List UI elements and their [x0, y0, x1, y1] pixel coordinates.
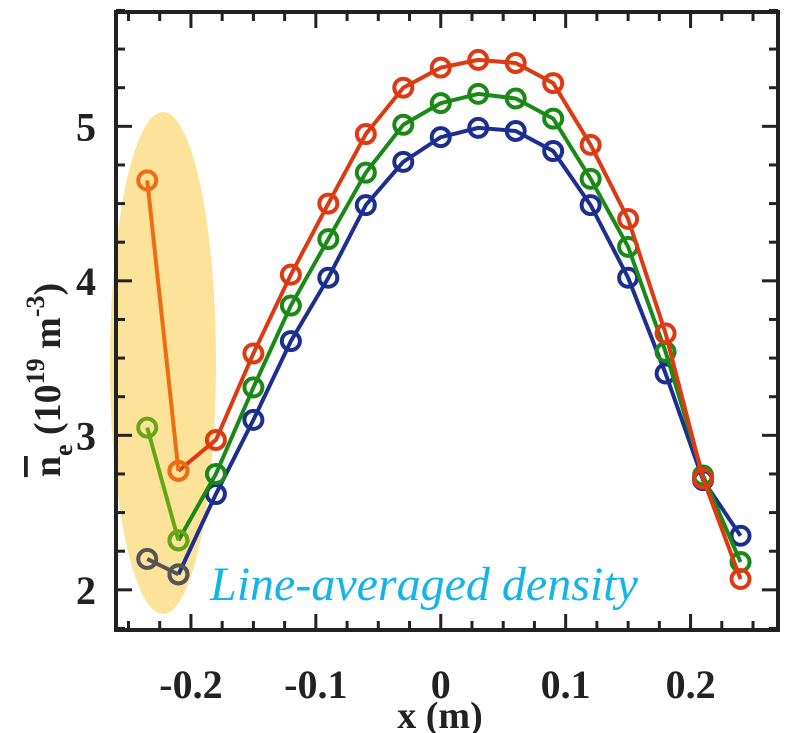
y-axis-label-subscript: e	[49, 444, 78, 456]
series-layer	[136, 48, 752, 591]
data-point	[167, 529, 190, 552]
data-point	[617, 208, 640, 231]
series-line	[145, 180, 181, 472]
data-point	[354, 194, 377, 217]
data-point	[279, 294, 302, 317]
data-point	[204, 428, 227, 451]
data-point	[579, 133, 602, 156]
x-tick-label: 0.2	[666, 662, 716, 707]
data-point	[167, 563, 190, 586]
y-axis-label-exponent2: -3	[21, 295, 50, 317]
data-point	[167, 459, 190, 482]
y-tick-label: 3	[76, 413, 96, 458]
annotation-line-averaged-density: Line-averaged density	[209, 558, 639, 611]
data-point	[242, 342, 265, 365]
y-axis-label-exponent: 19	[21, 358, 50, 384]
data-point	[317, 228, 340, 251]
series-1	[167, 82, 752, 574]
data-point	[279, 263, 302, 286]
data-point	[579, 167, 602, 190]
series-line	[145, 427, 181, 541]
series-5	[136, 169, 190, 482]
series-line	[176, 91, 743, 563]
data-point	[317, 192, 340, 215]
x-tick-label: 0.1	[541, 662, 591, 707]
data-point	[392, 113, 415, 136]
data-point	[317, 266, 340, 289]
y-axis-label-units-mid: m	[27, 317, 69, 358]
y-tick-labels: 2 3 4 5	[76, 104, 96, 613]
data-point	[429, 92, 452, 115]
y-axis-label-base: n	[27, 456, 69, 477]
data-point	[654, 322, 677, 345]
x-tick-label: 0	[431, 662, 451, 707]
data-point	[242, 408, 265, 431]
x-tick-labels: -0.2 -0.1 0 0.1 0.2	[159, 662, 715, 707]
data-point	[504, 119, 527, 142]
data-point	[467, 48, 490, 71]
series-line	[177, 57, 743, 580]
data-point	[467, 82, 490, 105]
y-tick-label: 5	[76, 104, 96, 149]
data-point	[542, 72, 565, 95]
y-tick-label: 2	[76, 568, 96, 613]
series-2	[167, 48, 752, 591]
series-3	[136, 547, 190, 586]
series-4	[136, 416, 190, 552]
highlight-layer	[110, 112, 216, 614]
data-point	[204, 462, 227, 485]
data-point	[354, 123, 377, 146]
data-point	[136, 416, 159, 439]
data-point	[467, 116, 490, 139]
data-point	[729, 524, 752, 547]
svg-text:ne (1019 m-3): ne (1019 m-3)	[21, 283, 78, 477]
data-point	[136, 169, 159, 192]
data-point	[579, 194, 602, 217]
data-point	[692, 467, 715, 490]
data-point	[729, 568, 752, 591]
plot-frame	[114, 10, 780, 632]
data-point	[279, 330, 302, 353]
series-line	[146, 557, 180, 577]
y-axis-label-units: (10	[27, 384, 69, 444]
data-point	[429, 126, 452, 149]
data-point	[204, 483, 227, 506]
data-point	[504, 87, 527, 110]
data-point	[542, 140, 565, 163]
x-tick-label: -0.2	[159, 662, 222, 707]
data-point	[392, 150, 415, 173]
data-point	[354, 161, 377, 184]
x-axis-label: x (m)	[397, 695, 482, 733]
data-point	[542, 107, 565, 130]
data-point	[429, 56, 452, 79]
highlight-ellipse	[110, 112, 216, 614]
data-point	[504, 51, 527, 74]
data-point	[392, 76, 415, 99]
data-point	[242, 376, 265, 399]
series-line	[176, 125, 743, 576]
x-tick-label: -0.1	[284, 662, 347, 707]
data-point	[136, 547, 159, 570]
y-tick-label: 4	[76, 259, 96, 304]
y-axis-label: ne (1019 m-3)	[21, 283, 78, 477]
y-axis-label-close: )	[27, 283, 69, 296]
